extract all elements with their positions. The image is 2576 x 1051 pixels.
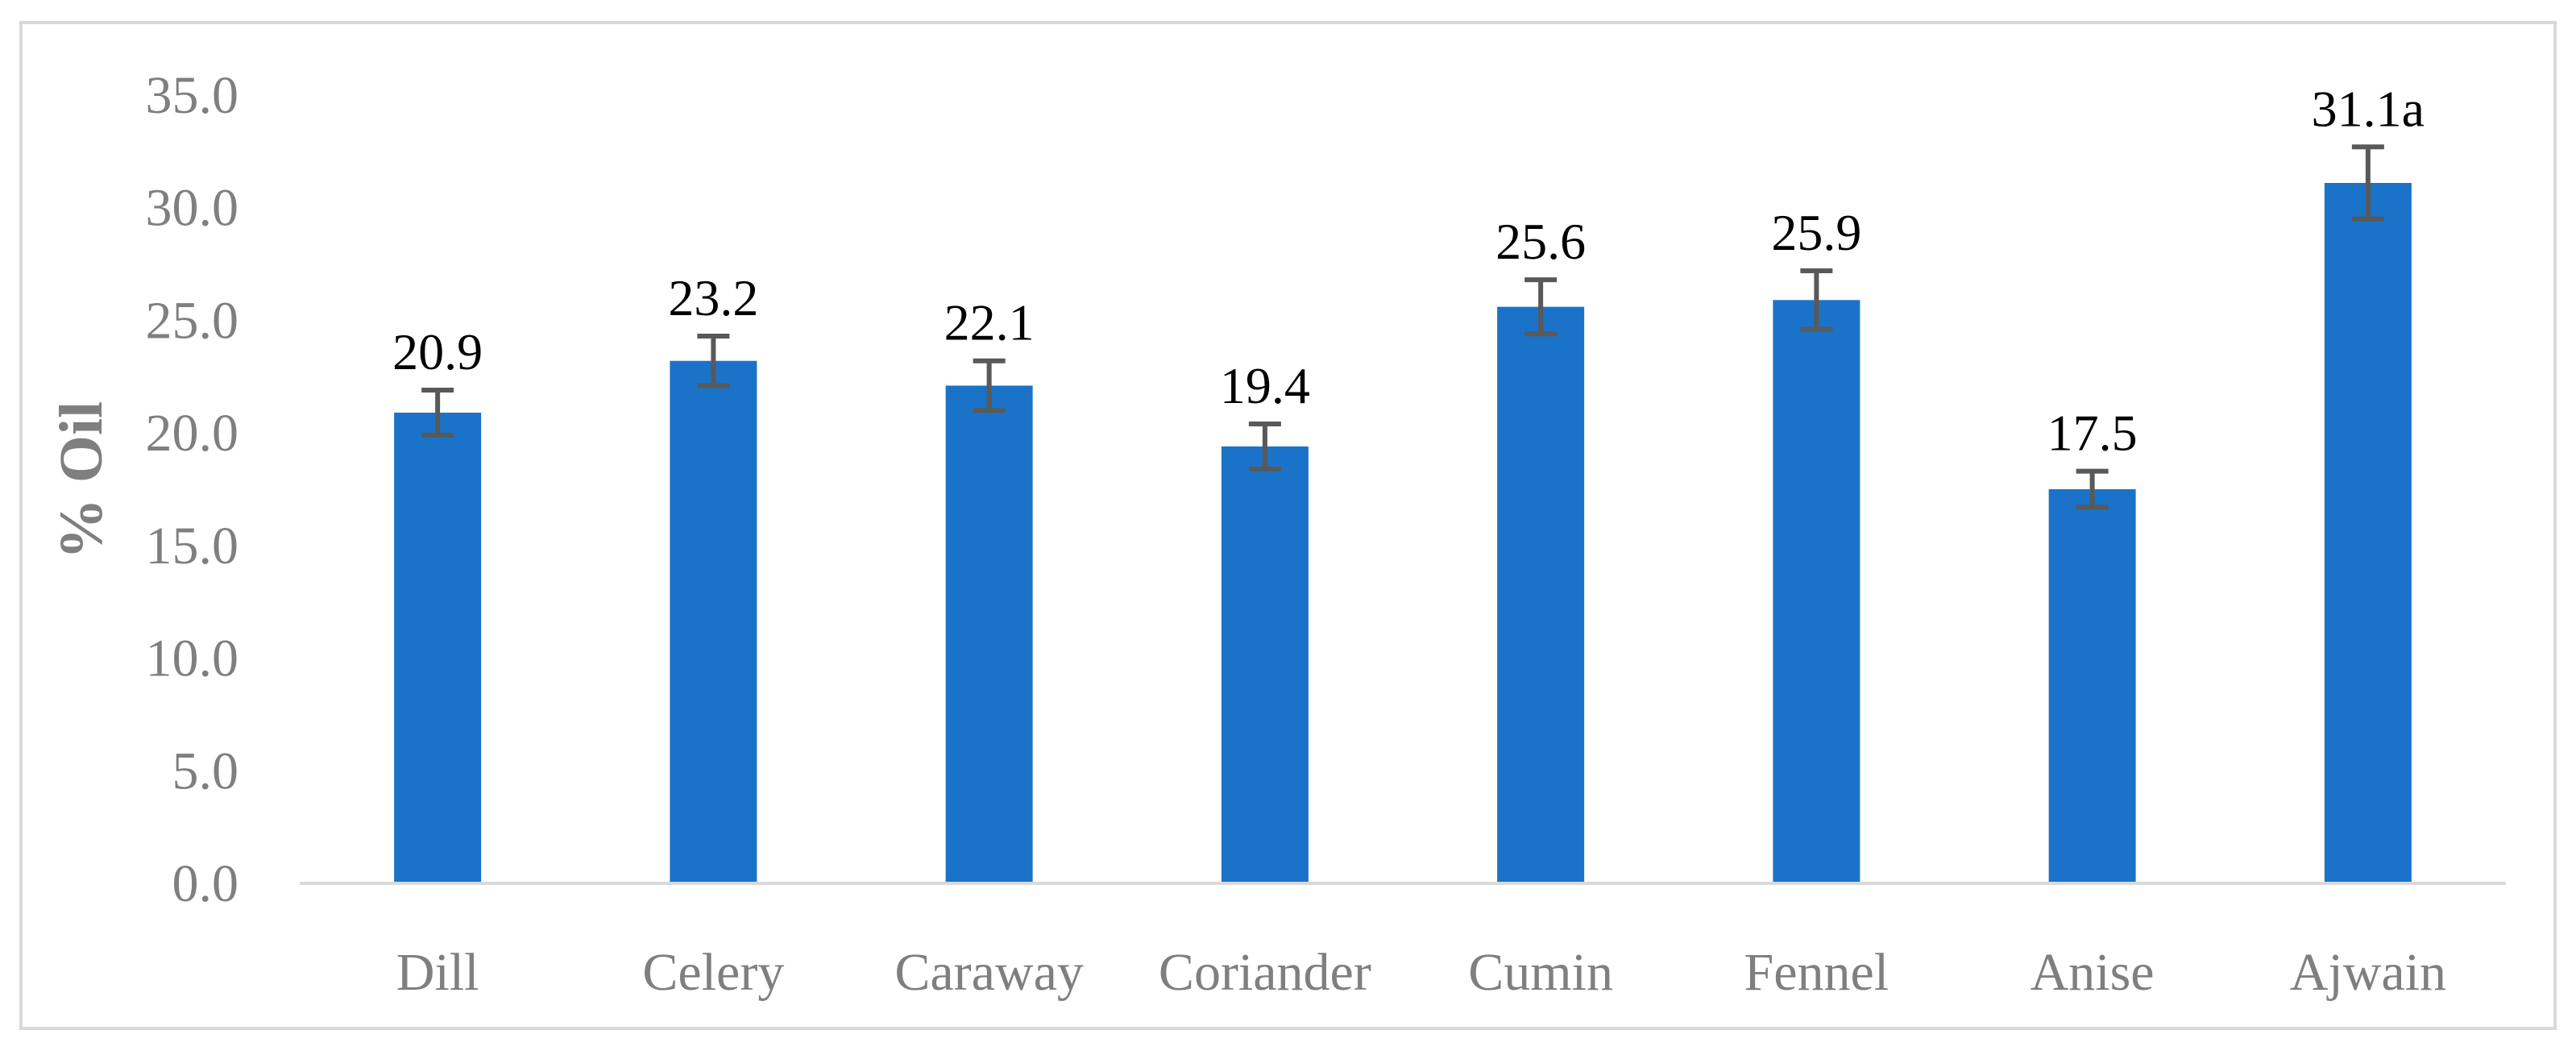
y-tick-label: 35.0 bbox=[146, 66, 239, 125]
y-tick-label: 30.0 bbox=[146, 179, 239, 238]
error-bar-anise bbox=[2076, 468, 2109, 510]
y-tick-label: 10.0 bbox=[146, 629, 239, 688]
data-label-celery: 23.2 bbox=[668, 269, 758, 326]
error-bar-celery bbox=[697, 333, 730, 388]
bar-celery bbox=[670, 360, 757, 883]
y-tick-label: 25.0 bbox=[146, 291, 239, 350]
category-label-anise: Anise bbox=[2031, 943, 2155, 1002]
bar-fennel bbox=[1773, 300, 1860, 883]
category-label-dill: Dill bbox=[396, 943, 479, 1002]
data-label-dill: 20.9 bbox=[392, 323, 483, 380]
x-axis-categories: Dill Celery Caraway Coriander Cumin Fennel Ani… bbox=[396, 943, 2446, 1002]
error-bar-coriander bbox=[1248, 421, 1281, 471]
data-label-cumin: 25.6 bbox=[1495, 213, 1586, 270]
error-bars bbox=[421, 144, 2384, 510]
error-bar-dill bbox=[421, 388, 454, 438]
y-tick-label: 15.0 bbox=[146, 517, 239, 575]
y-tick-label: 20.0 bbox=[146, 404, 239, 463]
error-bar-ajwain bbox=[2351, 144, 2384, 222]
error-bar-caraway bbox=[973, 358, 1006, 413]
data-label-fennel: 25.9 bbox=[1771, 204, 1861, 261]
bars bbox=[394, 182, 2412, 884]
y-tick-label: 0.0 bbox=[172, 854, 239, 913]
bar-dill bbox=[394, 412, 482, 884]
category-label-celery: Celery bbox=[642, 943, 784, 1002]
bar-anise bbox=[2048, 489, 2136, 883]
data-label-ajwain: 31.1a bbox=[2312, 80, 2425, 137]
y-axis-ticks: 0.0 5.0 10.0 15.0 20.0 25.0 30.0 35.0 bbox=[146, 66, 239, 913]
category-label-caraway: Caraway bbox=[894, 943, 1084, 1002]
data-label-anise: 17.5 bbox=[2047, 405, 2138, 462]
error-bar-fennel bbox=[1800, 268, 1833, 332]
data-label-caraway: 22.1 bbox=[944, 294, 1035, 351]
error-bar-cumin bbox=[1524, 277, 1558, 337]
y-tick-label: 5.0 bbox=[172, 742, 239, 800]
bar-coriander bbox=[1221, 446, 1309, 883]
bar-caraway bbox=[945, 385, 1033, 883]
category-label-coriander: Coriander bbox=[1159, 943, 1371, 1002]
y-axis-title: % Oil bbox=[48, 401, 115, 559]
bar-ajwain bbox=[2324, 182, 2412, 883]
category-label-fennel: Fennel bbox=[1744, 943, 1889, 1002]
data-labels: 20.9 23.2 22.1 19.4 25.6 25.9 17.5 31.1a bbox=[392, 80, 2425, 461]
category-label-cumin: Cumin bbox=[1468, 943, 1613, 1002]
data-label-coriander: 19.4 bbox=[1220, 357, 1310, 414]
category-label-ajwain: Ajwain bbox=[2290, 943, 2446, 1002]
bar-cumin bbox=[1497, 306, 1585, 884]
